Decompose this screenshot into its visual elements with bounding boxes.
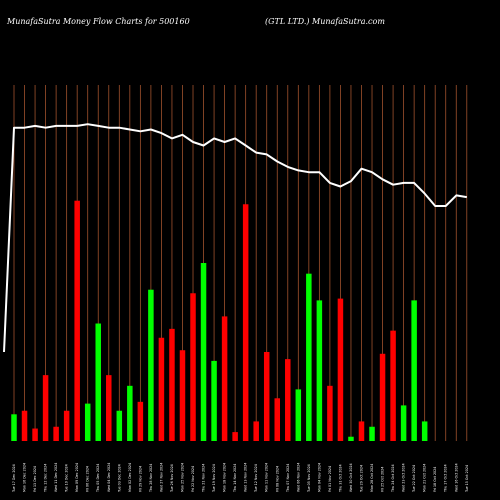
bar: [190, 293, 196, 441]
bar: [53, 426, 59, 441]
bar: [316, 300, 323, 441]
x-tick-label: Mon 04 Nov 2024: [317, 463, 321, 492]
bar: [11, 414, 17, 441]
line-series: [3, 123, 467, 353]
bar: [327, 385, 333, 441]
bar: [179, 350, 186, 441]
x-tick-label: Fri 22 Nov 2024: [191, 466, 195, 492]
bar: [200, 263, 207, 441]
x-tick-label: Thu 21 Nov 2024: [202, 464, 206, 493]
x-tick-label: Thu 05 Dec 2024: [96, 464, 100, 493]
bar: [390, 330, 396, 441]
bar: [348, 436, 354, 441]
x-tick-label: Tue 03 Dec 2024: [117, 464, 121, 493]
bar: [295, 389, 302, 441]
x-tick-label: Wed 11 Dec 2024: [54, 463, 58, 492]
bar: [242, 204, 249, 441]
x-tick-label: Wed 06 Nov 2024: [296, 463, 300, 492]
bar: [127, 385, 133, 441]
bar: [400, 405, 407, 441]
x-tick-label: Fri 18 Oct 2024: [433, 467, 437, 492]
x-tick-label: Fri 08 Nov 2024: [275, 466, 279, 492]
x-tick-label: Tue 29 Oct 2024: [359, 465, 363, 493]
x-tick-label: Tue 05 Nov 2024: [307, 464, 311, 493]
x-tick-label: Wed 23 Oct 2024: [402, 463, 406, 492]
x-tick-label: Mon 11 Nov 2024: [265, 463, 269, 492]
x-tick-label: Mon 28 Oct 2024: [370, 464, 374, 492]
x-tick-label: Fri 06 Dec 2024: [86, 466, 90, 492]
x-tick-label: Mon 09 Dec 2024: [75, 463, 79, 492]
bar: [21, 410, 28, 441]
x-tick-label: Wed 04 Dec 2024: [107, 463, 111, 492]
bar: [84, 403, 91, 441]
x-tick-label: Tue 17 Dec 2024: [12, 464, 16, 493]
bar: [337, 298, 344, 441]
x-tick-label: Tue 15 Oct 2024: [465, 465, 469, 493]
x-tick-label: Tue 22 Oct 2024: [412, 465, 416, 493]
bar: [221, 316, 228, 441]
x-tick-label: Wed 27 Nov 2024: [159, 463, 163, 492]
x-tick-label: Mon 18 Nov 2024: [223, 463, 227, 492]
x-tick-label: Mon 16 Dec 2024: [23, 463, 27, 492]
bar: [137, 401, 144, 441]
x-tick-label: Thu 07 Nov 2024: [286, 464, 290, 493]
x-tick-label: Tue 19 Nov 2024: [212, 464, 216, 493]
bar-series: [11, 200, 428, 441]
x-tick-label: Thu 28 Nov 2024: [149, 464, 153, 493]
bar: [285, 359, 291, 441]
bar: [211, 360, 217, 441]
bar: [95, 323, 101, 441]
chart-title: MunafaSutra Money Flow Charts for 500160: [6, 17, 190, 26]
x-tick-label: Mon 02 Dec 2024: [128, 463, 132, 492]
x-tick-label: Tue 12 Nov 2024: [254, 464, 258, 493]
bar: [32, 428, 38, 441]
bar: [232, 432, 238, 441]
x-tick-label: Wed 16 Oct 2024: [454, 463, 458, 492]
bar: [148, 289, 154, 441]
x-tick-label: Tue 26 Nov 2024: [170, 464, 174, 493]
x-tick-label: Thu 14 Nov 2024: [233, 464, 237, 493]
bar: [421, 421, 428, 441]
x-tick-label: Thu 17 Oct 2024: [444, 464, 448, 493]
x-tick-label: Fri 25 Oct 2024: [381, 467, 385, 492]
bar: [116, 410, 123, 441]
bar: [411, 300, 417, 441]
x-tick-label: Mon 21 Oct 2024: [423, 464, 427, 492]
bar: [358, 421, 365, 441]
x-tick-label: Tue 10 Dec 2024: [65, 464, 69, 493]
bar: [253, 421, 259, 441]
chart-subtitle: (GTL LTD.) MunafaSutra.com: [265, 17, 385, 26]
bar: [63, 410, 70, 441]
x-tick-label: Wed 30 Oct 2024: [349, 463, 353, 492]
bar: [379, 353, 386, 441]
x-tick-label: Wed 13 Nov 2024: [244, 463, 248, 492]
x-tick-label: Thu 12 Dec 2024: [44, 464, 48, 493]
x-tick-label: Fri 29 Nov 2024: [138, 466, 142, 492]
x-tick-label: Fri 13 Dec 2024: [33, 466, 37, 492]
money-flow-line: [3, 123, 467, 353]
bar: [106, 375, 112, 441]
bar: [263, 352, 270, 441]
bar: [158, 337, 165, 441]
x-tick-label: Thu 31 Oct 2024: [338, 464, 342, 493]
x-tick-label: Fri 01 Nov 2024: [328, 466, 332, 492]
x-tick-label: Mon 25 Nov 2024: [180, 463, 184, 492]
bar: [74, 200, 80, 441]
bar: [306, 273, 312, 441]
bar: [42, 375, 49, 441]
bar: [274, 398, 280, 441]
bar: [169, 328, 175, 441]
bar: [369, 426, 375, 441]
x-tick-label: Thu 24 Oct 2024: [391, 464, 395, 493]
x-tick-labels: Tue 17 Dec 2024 Mon 16 Dec 2024 Fri 13 Dec…: [12, 463, 469, 493]
